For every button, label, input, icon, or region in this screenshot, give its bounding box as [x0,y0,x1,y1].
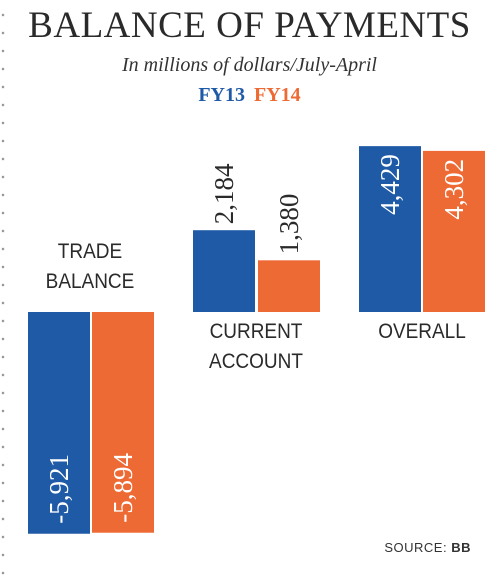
category-label-current-account-line1: CURRENT [210,320,303,343]
source-note: SOURCE: BB [384,540,471,555]
bar-fy13-current-account [193,230,255,312]
legend-fy14: FY14 [254,84,301,106]
category-label-overall-line1: OVERALL [378,320,466,343]
bar-fy14-current-account [258,260,320,312]
bar-fy13-trade-balance [28,312,90,534]
value-label-fy14-current-account: 1,380 [274,194,304,255]
value-label-fy14-trade-balance: -5,894 [108,452,138,522]
legend-fy13: FY13 [198,84,245,106]
value-label-fy13-trade-balance: -5,921 [44,454,74,524]
source-name: BB [451,540,471,555]
value-label-fy13-overall: 4,429 [375,154,405,215]
category-label-trade-balance-line1: TRADE [58,240,122,263]
chart-title: BALANCE OF PAYMENTS [28,5,471,46]
source-prefix: SOURCE: [384,540,448,555]
value-label-fy14-overall: 4,302 [439,159,469,220]
category-label-trade-balance-line2: BALANCE [46,270,135,293]
legend: FY13 FY14 [0,84,499,107]
chart-subtitle: In millions of dollars/July-April [122,54,377,76]
dotted-edge [0,0,6,578]
bar-fy14-overall [423,150,485,312]
bar-fy14-trade-balance [92,312,154,533]
value-label-fy13-current-account: 2,184 [209,163,239,224]
category-label-current-account-line2: ACCOUNT [209,350,303,373]
bar-fy13-overall [359,146,421,312]
